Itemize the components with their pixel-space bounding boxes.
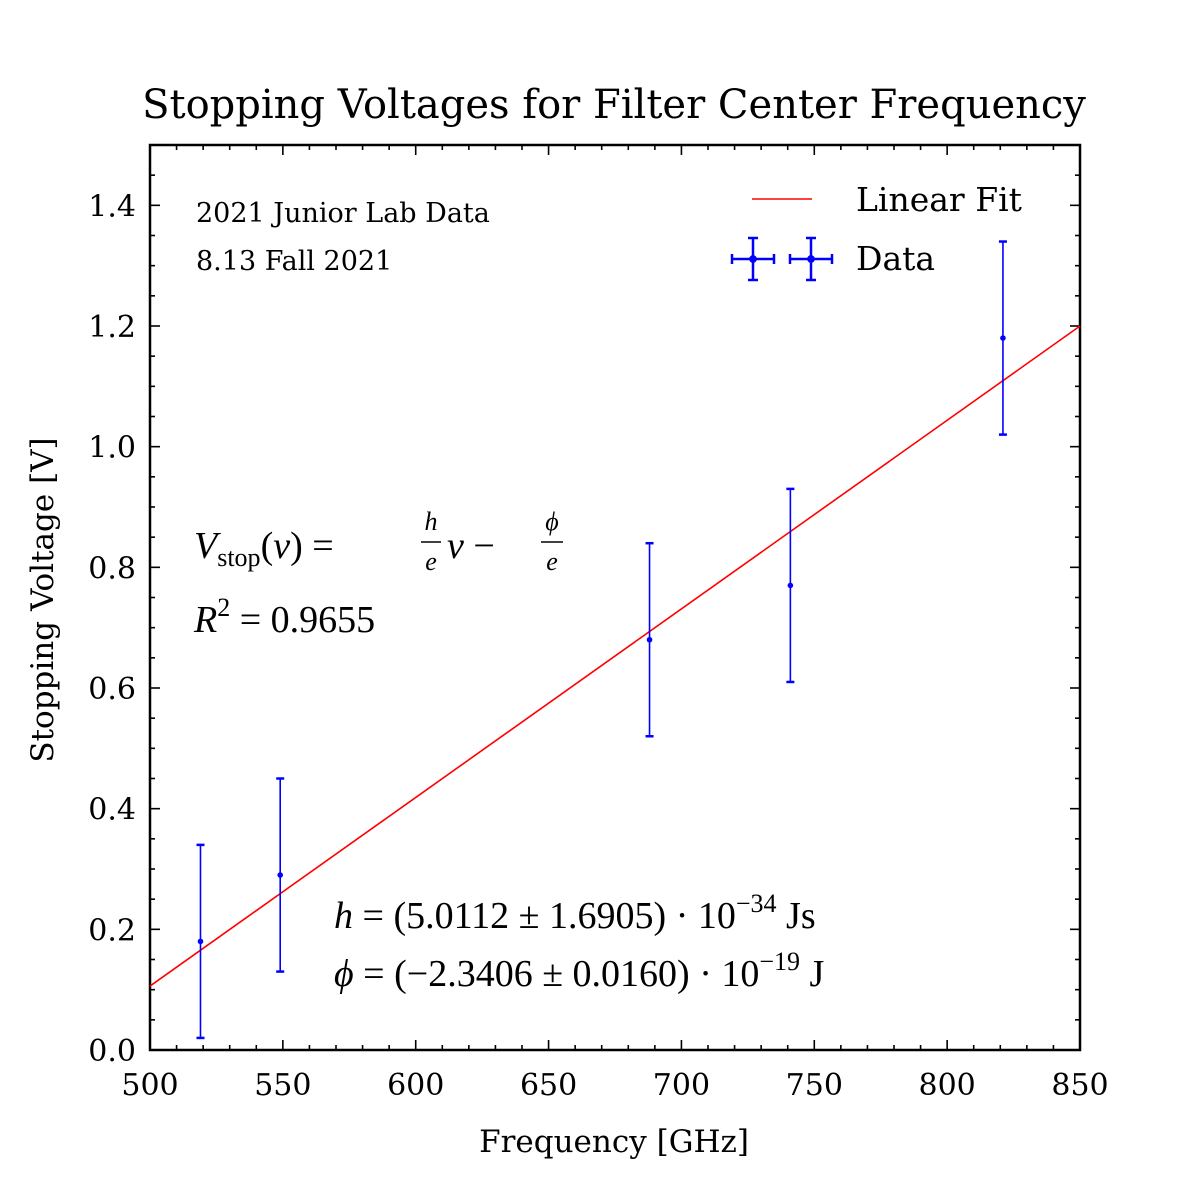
y-axis-label: Stopping Voltage [V] [25,437,61,762]
legend-data-swatch [730,236,834,282]
model-equation: Vstop(ν) = h e ν − ϕ e [194,507,563,576]
data-marker [787,582,794,589]
y-tick-label: 1.4 [88,189,136,224]
y-tick-label: 1.0 [88,431,136,466]
frac-h-den: e [425,547,437,576]
data-marker [197,938,204,945]
x-tick-label: 550 [254,1068,311,1103]
y-tick-label: 0.0 [88,1034,136,1069]
legend: Linear Fit Data [730,180,1022,282]
legend-fit-label: Linear Fit [856,180,1022,219]
y-tick-label: 0.2 [88,913,136,948]
y-tick-label: 0.4 [88,793,136,828]
y-axis-ticks: 0.0 0.2 0.4 0.6 0.8 1.0 1.2 1.4 [88,144,1080,1069]
h-result-value: (5.0112 ± 1.6905) · 10 [393,895,735,937]
x-axis-label: Frequency [GHz] [479,1124,749,1160]
x-tick-label: 500 [121,1068,178,1103]
h-result-unit: Js [786,895,816,937]
model-equation-mid: ν − [447,525,495,567]
y-tick-label: 0.6 [88,672,136,707]
linear-fit-line [149,325,1081,987]
x-tick-label: 650 [520,1068,577,1103]
data-point [276,777,285,973]
chart-title: Stopping Voltages for Filter Center Freq… [142,82,1086,128]
legend-data-label: Data [856,239,935,278]
h-result-annotation: h = (5.0112 ± 1.6905) · 10−34 Js [334,889,816,937]
x-tick-label: 850 [1051,1068,1108,1103]
data-marker [277,872,284,878]
x-tick-label: 700 [653,1068,710,1103]
x-tick-label: 600 [387,1068,444,1103]
r-squared-value: 0.9655 [271,599,376,641]
data-point [196,843,205,1040]
y-tick-label: 1.2 [88,310,136,345]
data-marker [646,636,653,643]
frac-h-num: h [425,507,438,536]
linear-fit-layer [149,325,1081,987]
frac-phi-num: ϕ [545,507,558,536]
phi-result-annotation: ϕ = (−2.3406 ± 0.0160) · 10−19 J [334,947,824,995]
x-tick-label: 800 [919,1068,976,1103]
data-points-layer [196,240,1007,1040]
r-squared-annotation: R2 = 0.9655 [193,593,375,641]
x-tick-label: 750 [786,1068,843,1103]
annotation-source: 2021 Junior Lab Data [196,198,490,229]
data-point [645,541,654,738]
data-marker [1000,335,1006,341]
frac-phi-den: e [546,547,558,576]
h-result-exponent: −34 [736,889,777,918]
phi-result-unit: J [810,953,825,995]
phi-result-exponent: −19 [759,947,800,976]
annotation-course: 8.13 Fall 2021 [196,246,392,277]
model-equation-lhs: Vstop(ν) = [194,525,334,572]
data-point [998,240,1007,436]
y-tick-label: 0.8 [88,551,136,586]
phi-result-value: (−2.3406 ± 0.0160) · 10 [394,953,759,995]
data-point [786,487,795,684]
x-axis-ticks: 500 550 600 650 700 750 800 850 [121,145,1109,1103]
